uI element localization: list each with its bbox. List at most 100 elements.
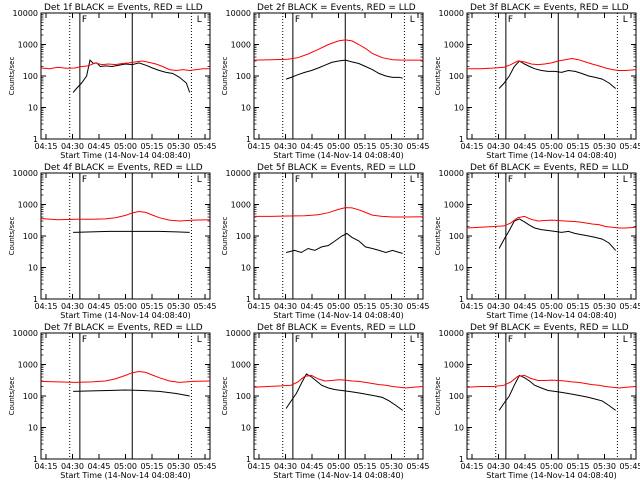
x-tick-label: 04:30 (61, 462, 84, 471)
marker-label-F: F (295, 335, 300, 345)
x-tick-label: 05:15 (566, 462, 589, 471)
y-tick-label: 100 (449, 232, 464, 241)
marker-label-L: L (197, 15, 202, 25)
y-tick-label: 10 (28, 264, 38, 273)
y-axis-label: Counts/sec (8, 377, 16, 416)
x-tick-label: 05:30 (380, 462, 403, 471)
y-tick-label: 1 (33, 455, 38, 464)
events-series-line (498, 374, 616, 411)
x-tick-label: 04:45 (87, 462, 110, 471)
y-tick-label: 100 (23, 72, 38, 81)
x-tick-label: 04:45 (513, 302, 536, 311)
y-tick-label: 100 (449, 392, 464, 401)
x-tick-label: 05:00 (114, 462, 137, 471)
y-axis-label: Counts/sec (8, 57, 16, 96)
plot-frame (253, 12, 424, 140)
events-series-line (498, 60, 617, 89)
chart-panel-9: Det 9f BLACK = Events, RED = LLD 1 10 100 10… (434, 323, 640, 480)
lld-series-line (467, 57, 637, 71)
y-tick-label: 10000 (226, 329, 251, 338)
y-tick-label: 1 (33, 295, 38, 304)
chart-panel-2: Det 2f BLACK = Events, RED = LLD 1 10 100 10… (221, 3, 430, 160)
marker-label-F: F (508, 335, 513, 345)
y-axis-label: Counts/sec (8, 217, 16, 256)
x-tick-label: 04:15 (247, 142, 270, 151)
y-axis-label: Counts/sec (221, 217, 229, 256)
x-tick-label: 05:15 (140, 462, 163, 471)
lld-series-line (40, 60, 210, 72)
x-tick-label: 05:30 (167, 462, 190, 471)
plot-frame (466, 172, 637, 300)
events-series-line (285, 373, 403, 411)
chart-panel-8: Det 8f BLACK = Events, RED = LLD 1 10 100 10… (221, 323, 430, 480)
x-tick-label: 04:30 (487, 462, 510, 471)
y-tick-label: 10 (241, 104, 251, 113)
plot-frame (40, 332, 211, 460)
x-tick-label: 05:00 (327, 302, 350, 311)
x-tick-label: 04:30 (61, 302, 84, 311)
x-tick-label: 04:45 (513, 142, 536, 151)
y-tick-label: 1000 (444, 361, 464, 370)
marker-label-L: L (410, 15, 415, 25)
lld-series-line (40, 370, 211, 383)
x-tick-label: 05:00 (327, 142, 350, 151)
y-tick-label: 100 (23, 392, 38, 401)
marker-label-F: F (295, 15, 300, 25)
y-tick-label: 100 (236, 392, 251, 401)
x-tick-label: 04:45 (300, 462, 323, 471)
y-tick-label: 1 (246, 135, 251, 144)
chart-panel-3: Det 3f BLACK = Events, RED = LLD 1 10 100 10… (434, 3, 640, 160)
marker-label-L: L (623, 335, 628, 345)
x-tick-label: 05:00 (327, 462, 350, 471)
x-tick-label: 05:45 (619, 302, 640, 311)
x-axis-label: Start Time (14-Nov-14 04:08:40) (60, 311, 190, 320)
x-tick-label: 05:15 (353, 142, 376, 151)
x-tick-label: 05:15 (353, 462, 376, 471)
y-tick-label: 10000 (439, 329, 464, 338)
y-axis-label: Counts/sec (221, 377, 229, 416)
x-tick-label: 05:45 (406, 302, 429, 311)
lld-series-line (466, 215, 637, 229)
panel-title: Det 4f BLACK = Events, RED = LLD (44, 163, 203, 173)
y-tick-label: 10 (28, 104, 38, 113)
panel-title: Det 6f BLACK = Events, RED = LLD (470, 163, 629, 173)
y-tick-label: 1000 (231, 201, 251, 210)
x-tick-label: 05:45 (193, 302, 216, 311)
y-tick-label: 1 (246, 295, 251, 304)
y-tick-label: 10000 (13, 169, 38, 178)
chart-panel-4: Det 4f BLACK = Events, RED = LLD 1 10 100 10… (8, 163, 217, 320)
y-tick-label: 1000 (231, 41, 251, 50)
plot-frame (253, 172, 424, 300)
y-axis-label: Counts/sec (434, 377, 442, 416)
x-tick-label: 05:30 (593, 142, 616, 151)
y-axis-label: Counts/sec (221, 57, 229, 96)
plot-frame (40, 172, 211, 300)
x-tick-label: 04:30 (274, 302, 297, 311)
x-tick-label: 04:15 (34, 142, 57, 151)
x-tick-label: 05:45 (406, 142, 429, 151)
x-tick-label: 05:45 (619, 462, 640, 471)
y-tick-label: 1000 (18, 41, 38, 50)
panel-title: Det 5f BLACK = Events, RED = LLD (257, 163, 416, 173)
marker-label-L: L (623, 15, 628, 25)
panel-title: Det 8f BLACK = Events, RED = LLD (257, 323, 416, 333)
x-tick-label: 05:00 (540, 142, 563, 151)
y-tick-label: 1000 (18, 361, 38, 370)
x-tick-label: 04:15 (247, 302, 270, 311)
y-tick-label: 1 (459, 455, 464, 464)
x-tick-label: 05:45 (193, 142, 216, 151)
x-axis-label: Start Time (14-Nov-14 04:08:40) (486, 311, 616, 320)
y-tick-label: 1000 (444, 201, 464, 210)
x-tick-label: 04:15 (460, 302, 483, 311)
y-tick-label: 10 (454, 104, 464, 113)
events-series-line (73, 389, 190, 397)
x-tick-label: 04:15 (247, 462, 270, 471)
lld-series-line (40, 210, 211, 222)
panel-title: Det 7f BLACK = Events, RED = LLD (44, 323, 203, 333)
x-axis-label: Start Time (14-Nov-14 04:08:40) (486, 151, 616, 160)
x-tick-label: 04:15 (460, 142, 483, 151)
marker-label-L: L (197, 335, 202, 345)
x-tick-label: 05:30 (167, 302, 190, 311)
plot-frame (40, 12, 211, 140)
